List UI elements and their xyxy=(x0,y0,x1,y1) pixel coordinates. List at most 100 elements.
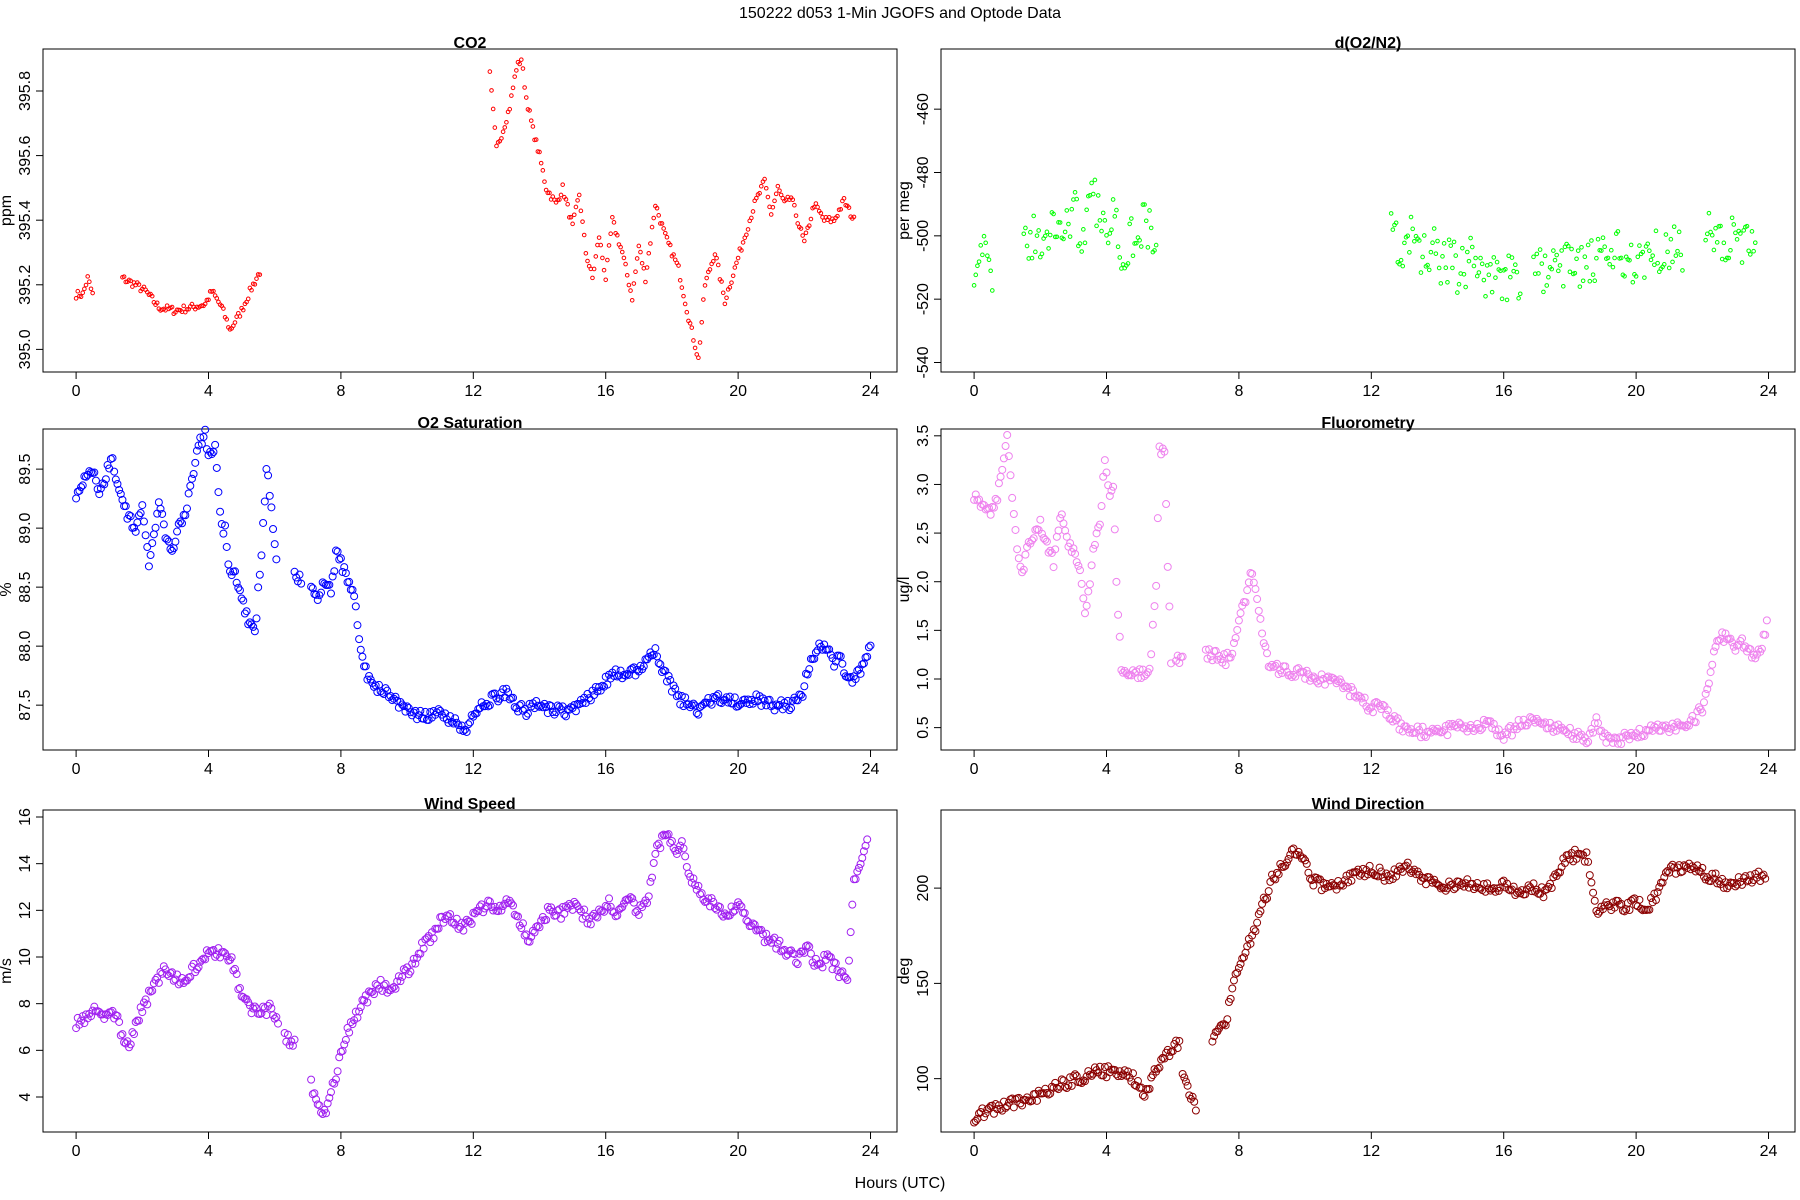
co2-point xyxy=(252,282,258,287)
co2-point xyxy=(626,282,632,288)
fluor-point xyxy=(1001,442,1010,451)
co2-point xyxy=(500,129,506,135)
wspd-point xyxy=(381,979,390,988)
o2n2-point xyxy=(1133,240,1139,246)
fluor-ytick-label: 2.0 xyxy=(915,570,932,592)
o2sat-point xyxy=(480,702,489,711)
panel-o2n2: d(O2/N2) per meg 0 4 8 12 16 20 24 -540 -520 -500… xyxy=(896,35,1796,400)
o2sat-point xyxy=(139,517,148,526)
o2sat-point xyxy=(113,480,122,489)
co2-point xyxy=(682,301,688,307)
fluor-point xyxy=(1706,668,1715,677)
wdir-point xyxy=(1259,893,1268,902)
o2n2-point xyxy=(1069,206,1075,212)
wspd-point xyxy=(504,899,513,908)
o2sat-point xyxy=(219,529,228,538)
o2sat-point xyxy=(326,589,335,598)
fluor-point xyxy=(1378,700,1387,709)
co2-point xyxy=(558,192,564,198)
wspd-point xyxy=(803,941,812,950)
o2sat-point xyxy=(603,680,612,689)
wdir-point xyxy=(1759,870,1768,879)
o2n2-point xyxy=(1393,220,1399,226)
o2n2-point xyxy=(1739,260,1745,265)
o2n2-point xyxy=(1463,284,1468,290)
panel-wspd: Wind Speed m/s 0 4 8 12 16 20 24 4 6 8 10 12 14 16 xyxy=(0,796,898,1160)
wspd-point xyxy=(148,986,157,995)
o2sat-point xyxy=(133,518,142,527)
o2n2-point xyxy=(1021,231,1027,237)
fluor-ytick-label: 0.5 xyxy=(915,716,932,738)
o2n2-point xyxy=(1081,227,1086,232)
wspd-point xyxy=(126,1040,135,1049)
o2sat-point xyxy=(783,696,792,705)
wspd-point xyxy=(340,1040,349,1049)
o2n2-point xyxy=(1469,244,1475,250)
fluor-point xyxy=(1491,726,1500,735)
co2-ytick-label: 395.6 xyxy=(17,135,34,175)
o2sat-point xyxy=(785,706,794,715)
wdir-point xyxy=(1582,848,1591,857)
wspd-point xyxy=(408,959,417,968)
o2sat-point xyxy=(851,675,860,684)
fluor-point xyxy=(1274,670,1283,679)
wspd-point xyxy=(128,1028,137,1037)
o2n2-point xyxy=(973,272,979,278)
o2sat-point xyxy=(272,555,281,564)
wdir-xtick-label: 24 xyxy=(1760,1143,1778,1160)
wdir-point xyxy=(1304,868,1313,877)
co2-point xyxy=(509,93,514,98)
o2sat-point xyxy=(240,609,249,618)
fluor-point xyxy=(1105,491,1114,500)
wdir-point xyxy=(1057,1075,1066,1084)
wdir-point xyxy=(1521,890,1530,899)
o2n2-point xyxy=(1514,269,1520,275)
fluor-point xyxy=(1418,722,1427,731)
o2sat-point xyxy=(115,485,124,494)
fluor-point xyxy=(1095,520,1104,529)
wspd-point xyxy=(489,906,498,915)
co2-point xyxy=(628,288,633,293)
o2sat-point xyxy=(307,582,316,591)
fluor-point xyxy=(1658,721,1667,730)
wspd-point xyxy=(818,963,827,972)
o2n2-point xyxy=(1140,202,1146,207)
fluor-point xyxy=(1110,525,1119,534)
wspd-point xyxy=(466,917,474,926)
co2-point xyxy=(727,285,733,290)
co2-point xyxy=(644,265,650,270)
o2n2-point xyxy=(1635,254,1641,260)
fluor-point xyxy=(1251,585,1260,594)
fluor-point xyxy=(1711,642,1720,651)
o2sat-point xyxy=(312,590,321,599)
o2n2-point xyxy=(1594,255,1599,261)
o2sat-point xyxy=(545,701,554,710)
co2-point xyxy=(576,192,582,198)
wdir-point xyxy=(1228,984,1237,993)
wdir-point xyxy=(1620,907,1629,916)
o2n2-point xyxy=(1143,218,1149,224)
co2-point xyxy=(739,248,744,253)
wdir-point xyxy=(1645,905,1654,914)
wdir-point xyxy=(1128,1069,1137,1078)
fluor-point xyxy=(1112,577,1121,586)
fluor-point xyxy=(1254,606,1263,615)
o2n2-point xyxy=(1418,270,1424,275)
o2sat-point xyxy=(149,530,158,539)
wspd-axes: 0 4 8 12 16 20 24 4 6 8 10 12 14 16 xyxy=(17,808,880,1160)
co2-point xyxy=(538,160,544,166)
wdir-point xyxy=(1114,1072,1123,1081)
o2n2-point xyxy=(1580,278,1586,284)
o2sat-point xyxy=(146,551,155,560)
o2sat-point xyxy=(702,698,711,707)
o2n2-axes: 0 4 8 12 16 20 24 -540 -520 -500 -480 -460 xyxy=(915,93,1778,400)
wdir-point xyxy=(1191,1106,1200,1115)
o2n2-point xyxy=(1590,272,1596,277)
o2sat-point xyxy=(317,588,326,597)
fluor-point xyxy=(1152,581,1161,590)
o2sat-point xyxy=(355,635,364,644)
fluor-point xyxy=(1109,482,1118,491)
o2sat-point xyxy=(404,704,413,713)
o2sat-point xyxy=(464,720,473,729)
o2n2-point xyxy=(1587,278,1593,284)
